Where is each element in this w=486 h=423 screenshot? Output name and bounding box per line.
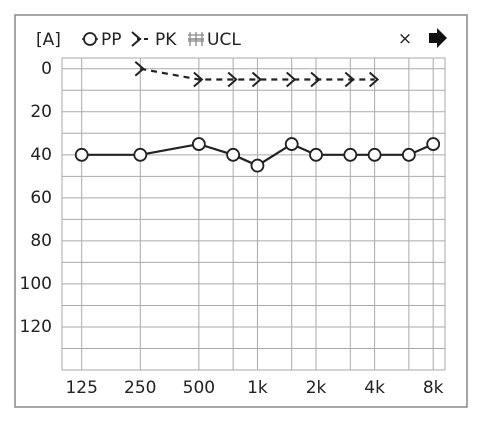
x-tick-label: 500 <box>183 378 215 398</box>
x-tick-label: 2k <box>306 378 327 398</box>
legend-label: UCL <box>207 30 241 50</box>
data-point <box>191 137 206 151</box>
y-tick-label: 20 <box>30 102 52 122</box>
data-point <box>226 147 241 162</box>
data-point <box>367 147 382 162</box>
y-tick-label: 120 <box>20 317 52 337</box>
legend-swatch <box>131 31 142 47</box>
y-tick-label: 60 <box>30 188 52 208</box>
x-tick-label: 1k <box>247 378 268 398</box>
data-point <box>250 158 265 173</box>
data-point <box>251 71 262 88</box>
data-point <box>133 147 148 162</box>
next-arrow[interactable] <box>429 28 447 48</box>
plot-frame <box>61 57 446 371</box>
data-point <box>227 71 238 88</box>
data-point <box>284 137 299 151</box>
unit-label: [A] <box>36 30 61 50</box>
data-point <box>309 147 323 162</box>
data-point <box>74 147 89 162</box>
legend-label: PK <box>155 30 177 50</box>
legend-swatch <box>188 32 204 46</box>
x-tick-label: 250 <box>124 378 156 398</box>
close-button[interactable]: × <box>398 29 412 49</box>
data-point <box>344 71 355 88</box>
series-line <box>140 67 375 81</box>
data-point <box>193 71 204 88</box>
panel-border <box>14 14 468 408</box>
x-tick-label: 4k <box>364 378 385 398</box>
data-point <box>134 61 145 77</box>
y-tick-label: 80 <box>30 231 52 251</box>
data-point <box>310 71 321 88</box>
x-tick-label: 125 <box>65 378 97 398</box>
data-point <box>401 147 416 162</box>
data-point <box>426 137 441 151</box>
legend-swatch <box>83 32 97 46</box>
y-tick-label: 40 <box>30 145 52 165</box>
data-point <box>286 71 297 88</box>
legend-label: PP <box>101 30 122 50</box>
x-tick-label: 8k <box>423 378 444 398</box>
data-point <box>368 71 380 88</box>
data-point <box>343 147 358 162</box>
y-tick-label: 0 <box>41 59 52 79</box>
y-tick-label: 100 <box>20 274 52 294</box>
